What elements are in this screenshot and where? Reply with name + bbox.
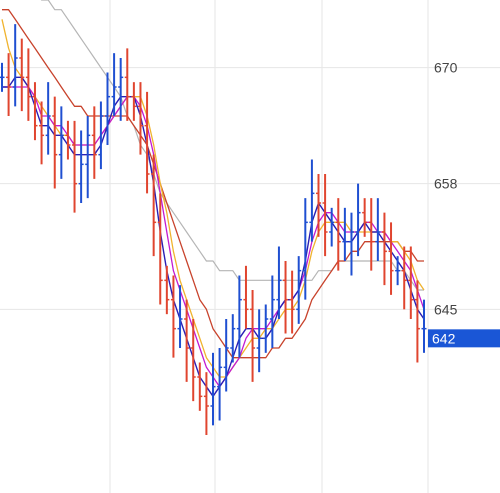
ohlc-bar	[72, 120, 78, 213]
ohlc-bar	[217, 348, 223, 421]
ohlc-bar	[118, 58, 124, 121]
ohlc-bar	[322, 174, 328, 257]
ohlc-bar	[395, 256, 401, 286]
ohlc-bar	[65, 120, 71, 160]
ohlc-bar	[210, 352, 216, 426]
ohlc-bar	[375, 198, 381, 261]
ohlc-bar	[184, 299, 190, 382]
ohlc-bar	[25, 48, 31, 121]
ohlc-bar	[289, 270, 295, 334]
ohlc-bar	[197, 362, 203, 411]
ohlc-bar	[164, 265, 170, 315]
ohlc-bar	[137, 82, 143, 155]
ohlc-bar	[348, 212, 354, 276]
y-tick-label-0: 670	[434, 60, 458, 76]
ohlc-bar	[6, 53, 12, 116]
ohlc-bar	[190, 319, 196, 402]
ohlc-bar	[309, 159, 315, 242]
ohlc-bar	[157, 193, 163, 305]
ohlc-bar	[421, 299, 427, 353]
ohlc-bar	[283, 261, 289, 334]
ohlc-bar	[342, 207, 348, 261]
ohlc-bar	[12, 24, 18, 107]
ohlc-bar	[0, 62, 5, 92]
ohlc-bar	[401, 246, 407, 310]
current-price-badge: 642	[428, 329, 500, 348]
ohlc-bar	[170, 275, 176, 358]
ohlc-bar	[269, 275, 275, 348]
ohlc-bar	[263, 304, 269, 353]
current-price-badge-box	[428, 329, 500, 348]
ohlc-bar	[52, 96, 58, 189]
current-price-label: 642	[432, 330, 456, 346]
y-tick-label-1: 658	[434, 176, 458, 192]
ohlc-bar	[368, 198, 374, 271]
ohlc-bar	[388, 222, 394, 295]
ohlc-bar	[91, 106, 97, 179]
ohlc-bar	[236, 275, 242, 358]
price-axis: 670 658 645	[434, 60, 458, 318]
ohlc-bar	[85, 116, 91, 199]
moving-average-lines	[1, 0, 425, 397]
line-ma-long	[2, 9, 424, 359]
line-ma-slow	[1, 19, 425, 378]
ohlc-bars	[0, 24, 427, 435]
ohlc-bar	[58, 106, 64, 179]
line-ma-mid	[2, 86, 425, 388]
ohlc-bar	[408, 246, 414, 319]
ohlc-bar	[223, 319, 229, 392]
ohlc-bar	[111, 53, 117, 116]
ohlc-bar	[296, 256, 302, 324]
ohlc-bar	[243, 265, 249, 329]
ohlc-bar	[276, 246, 282, 319]
ohlc-bar	[256, 309, 262, 373]
y-tick-label-2: 645	[434, 301, 458, 317]
ohlc-bar	[45, 82, 51, 155]
ohlc-bar	[335, 198, 341, 271]
ohlc-bar	[329, 207, 335, 247]
ohlc-bar	[381, 212, 387, 286]
ohlc-bar	[177, 285, 183, 348]
ohlc-bar	[203, 372, 209, 435]
ohlc-bar	[362, 198, 368, 237]
ohlc-bar	[302, 198, 308, 300]
ohlc-bar	[316, 174, 321, 237]
ohlc-bar	[124, 48, 130, 121]
ohlc-bar	[355, 183, 361, 257]
ohlc-bar	[151, 154, 157, 257]
ohlc-bar	[78, 130, 84, 203]
ohlc-bar	[39, 101, 45, 165]
ohlc-bar	[32, 82, 38, 141]
line-ma-fast	[2, 76, 425, 397]
ohlc-bar	[230, 314, 236, 363]
ohlc-bar	[105, 72, 110, 145]
ohlc-bar	[144, 91, 150, 194]
ohlc-bar	[250, 290, 256, 382]
ohlc-bar	[414, 280, 420, 363]
line-ma-longest	[40, 0, 424, 291]
ohlc-bar	[131, 82, 137, 121]
ohlc-bar	[98, 101, 104, 170]
ohlc-bar	[19, 38, 25, 112]
